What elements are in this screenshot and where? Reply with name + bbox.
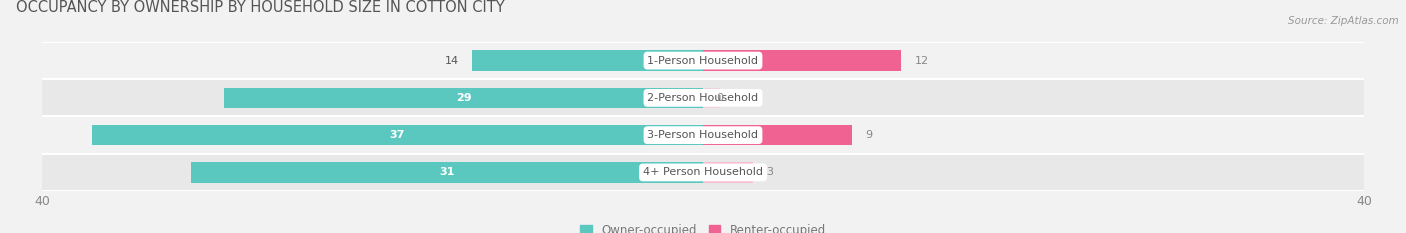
Text: 12: 12: [914, 56, 928, 65]
Text: 31: 31: [439, 168, 454, 177]
Bar: [42, 42, 1364, 79]
Legend: Owner-occupied, Renter-occupied: Owner-occupied, Renter-occupied: [575, 219, 831, 233]
Bar: [91, 125, 703, 145]
Bar: [42, 79, 1364, 116]
Bar: [42, 116, 1364, 154]
Text: 29: 29: [456, 93, 471, 103]
Bar: [703, 125, 852, 145]
Text: 3: 3: [766, 168, 773, 177]
Bar: [703, 88, 720, 108]
Text: OCCUPANCY BY OWNERSHIP BY HOUSEHOLD SIZE IN COTTON CITY: OCCUPANCY BY OWNERSHIP BY HOUSEHOLD SIZE…: [15, 0, 505, 15]
Text: 37: 37: [389, 130, 405, 140]
Bar: [471, 50, 703, 71]
Text: 9: 9: [865, 130, 872, 140]
Text: Source: ZipAtlas.com: Source: ZipAtlas.com: [1288, 16, 1399, 26]
Bar: [703, 162, 752, 183]
Text: 4+ Person Household: 4+ Person Household: [643, 168, 763, 177]
Text: 1-Person Household: 1-Person Household: [648, 56, 758, 65]
Bar: [703, 50, 901, 71]
Bar: [191, 162, 703, 183]
Text: 2-Person Household: 2-Person Household: [647, 93, 759, 103]
Text: 0: 0: [716, 93, 723, 103]
Text: 14: 14: [444, 56, 458, 65]
Bar: [224, 88, 703, 108]
Bar: [42, 154, 1364, 191]
Text: 3-Person Household: 3-Person Household: [648, 130, 758, 140]
